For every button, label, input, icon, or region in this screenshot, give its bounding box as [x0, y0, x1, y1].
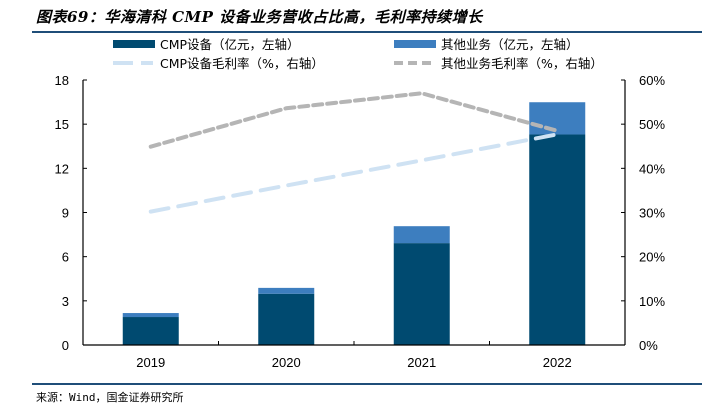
legend-item: CMP设备（亿元，左轴）	[113, 37, 300, 52]
right-axis-tick-label: 30%	[639, 206, 665, 221]
bar-other-business-2020	[258, 287, 315, 294]
source-note: 来源：Wind，国金证券研究所	[36, 391, 184, 404]
x-axis-tick-label: 2022	[543, 355, 572, 370]
left-axis-tick-label: 15	[55, 117, 69, 132]
bar-cmp-equipment-2019	[122, 317, 179, 345]
legend-label: 其他业务毛利率（%，右轴）	[441, 56, 603, 71]
right-axis-tick-label: 20%	[639, 250, 665, 265]
line-cmp-margin	[148, 132, 560, 214]
line-other-margin	[148, 91, 560, 149]
chart-title: 图表69：华海清科 CMP 设备业务营收占比高，毛利率持续增长	[36, 8, 483, 26]
legend-swatch	[113, 40, 155, 48]
axes: 0 3 6 9 12 15 18 0% 10% 20% 30% 40% 50% 60% 2019 2020 20…	[55, 73, 666, 370]
legend-item: 其他业务（亿元，左轴）	[394, 37, 579, 52]
bar-other-business-2022	[529, 102, 586, 135]
left-axis-tick-label: 3	[62, 294, 69, 309]
legend-label: CMP设备毛利率（%，右轴）	[160, 56, 324, 71]
lines	[148, 91, 560, 214]
bar-other-business-2019	[122, 313, 179, 318]
left-axis-tick-label: 6	[62, 250, 69, 265]
x-axis-tick-label: 2020	[272, 355, 301, 370]
legend-label: CMP设备（亿元，左轴）	[160, 37, 300, 52]
left-axis-tick-label: 0	[62, 338, 69, 353]
bar-cmp-equipment-2021	[393, 243, 450, 345]
right-axis-tick-label: 0%	[639, 338, 658, 353]
bars	[122, 102, 586, 345]
left-axis-tick-label: 9	[62, 206, 69, 221]
x-axis-tick-label: 2019	[136, 355, 165, 370]
legend-swatch	[394, 40, 436, 48]
bar-cmp-equipment-2020	[258, 293, 315, 345]
legend-item: 其他业务毛利率（%，右轴）	[394, 56, 603, 71]
bar-other-business-2021	[393, 226, 450, 244]
right-axis-tick-label: 10%	[639, 294, 665, 309]
bottom-rule	[32, 383, 702, 385]
left-axis-tick-label: 18	[55, 73, 69, 88]
x-axis-tick-label: 2021	[407, 355, 436, 370]
legend-label: 其他业务（亿元，左轴）	[441, 37, 579, 52]
right-axis-tick-label: 60%	[639, 73, 665, 88]
right-axis-tick-label: 50%	[639, 117, 665, 132]
top-rule	[32, 31, 702, 33]
legend-item: CMP设备毛利率（%，右轴）	[113, 56, 324, 71]
legend: CMP设备（亿元，左轴） 其他业务（亿元，左轴） CMP设备毛利率（%，右轴） 其他业…	[113, 37, 603, 71]
bar-cmp-equipment-2022	[529, 134, 586, 345]
right-axis-tick-label: 40%	[639, 161, 665, 176]
left-axis-tick-label: 12	[55, 161, 69, 176]
